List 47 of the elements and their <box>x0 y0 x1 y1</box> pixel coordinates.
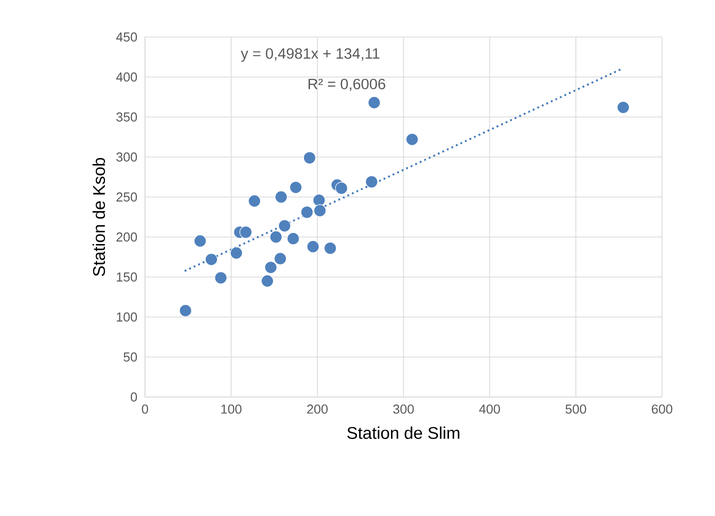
point <box>261 274 274 288</box>
point <box>289 181 302 194</box>
point <box>314 204 326 217</box>
point <box>248 194 261 208</box>
point <box>270 230 282 244</box>
point <box>286 232 300 245</box>
point <box>230 246 243 260</box>
y-tick-label: 300 <box>116 152 137 162</box>
point <box>214 271 228 284</box>
y-tick-label: 400 <box>116 72 137 82</box>
annotation: R² = 0,6006 <box>308 78 386 92</box>
point <box>240 226 252 238</box>
point <box>274 252 287 265</box>
point <box>324 242 337 254</box>
y-axis-title: Station de Ksob <box>92 158 106 276</box>
x-tick-label: 400 <box>479 404 500 414</box>
y-tick-label: 250 <box>116 192 137 202</box>
annotation: y = 0,4981x + 134,11 <box>240 48 380 62</box>
point <box>365 175 378 188</box>
x-axis-title: Station de Slim <box>347 426 460 439</box>
point <box>205 253 218 266</box>
x-tick-label: 600 <box>652 404 672 414</box>
y-tick-label: 150 <box>116 272 137 282</box>
x-tick-label: 100 <box>221 404 242 414</box>
y-tick-label: 100 <box>116 312 137 322</box>
point <box>335 182 348 194</box>
point <box>264 261 278 274</box>
point <box>303 151 316 164</box>
x-tick-label: 0 <box>142 404 148 414</box>
y-tick-label: 0 <box>130 392 137 402</box>
y-tick-label: 50 <box>124 352 137 362</box>
point <box>179 304 192 317</box>
y-tick-label: 350 <box>116 112 137 122</box>
point <box>306 240 320 253</box>
point <box>194 234 206 248</box>
point <box>616 101 630 114</box>
point <box>368 96 381 109</box>
point <box>300 206 314 218</box>
y-tick-label: 450 <box>116 32 137 42</box>
x-tick-label: 500 <box>566 404 586 414</box>
x-tick-label: 200 <box>307 404 328 414</box>
point <box>406 133 418 146</box>
x-tick-label: 300 <box>393 404 414 414</box>
point <box>274 190 288 204</box>
point <box>278 219 291 232</box>
point <box>312 194 326 206</box>
y-tick-label: 200 <box>116 232 137 242</box>
